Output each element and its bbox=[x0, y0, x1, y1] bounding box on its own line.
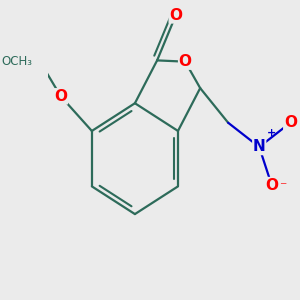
Text: OCH₃: OCH₃ bbox=[2, 55, 33, 68]
Text: O: O bbox=[54, 89, 67, 104]
Text: N: N bbox=[253, 140, 266, 154]
Text: O: O bbox=[169, 8, 182, 23]
Text: +: + bbox=[267, 128, 276, 138]
Text: ⁻: ⁻ bbox=[279, 180, 287, 194]
Text: O: O bbox=[179, 54, 192, 69]
Text: O: O bbox=[265, 178, 278, 193]
Text: O: O bbox=[284, 115, 297, 130]
